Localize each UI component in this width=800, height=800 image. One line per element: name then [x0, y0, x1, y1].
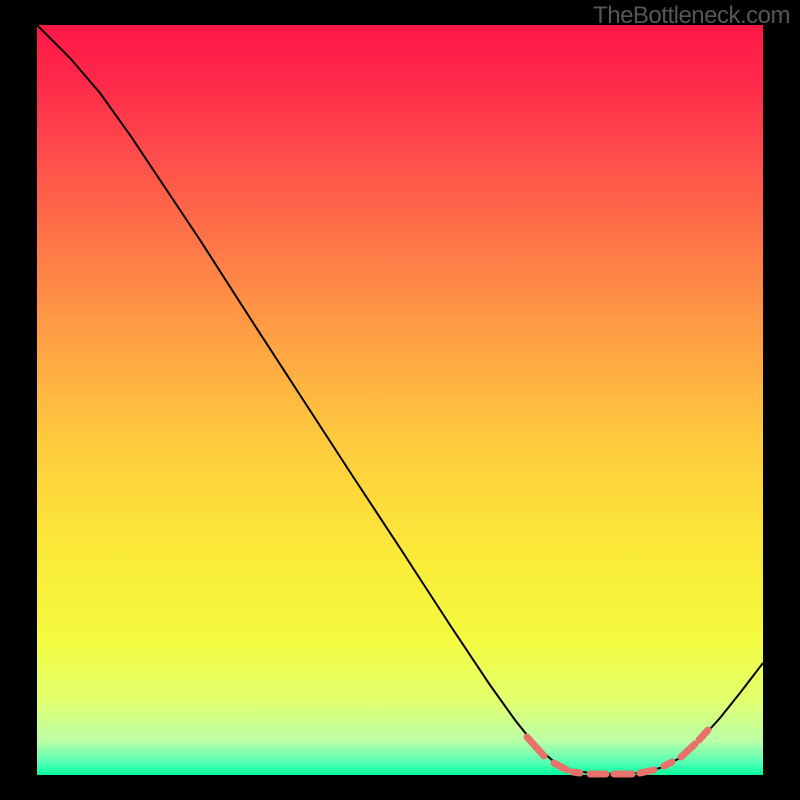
watermark-text: TheBottleneck.com	[593, 2, 790, 30]
chart-svg	[0, 0, 800, 800]
chart-background	[37, 25, 763, 775]
chart-container: TheBottleneck.com	[0, 0, 800, 800]
